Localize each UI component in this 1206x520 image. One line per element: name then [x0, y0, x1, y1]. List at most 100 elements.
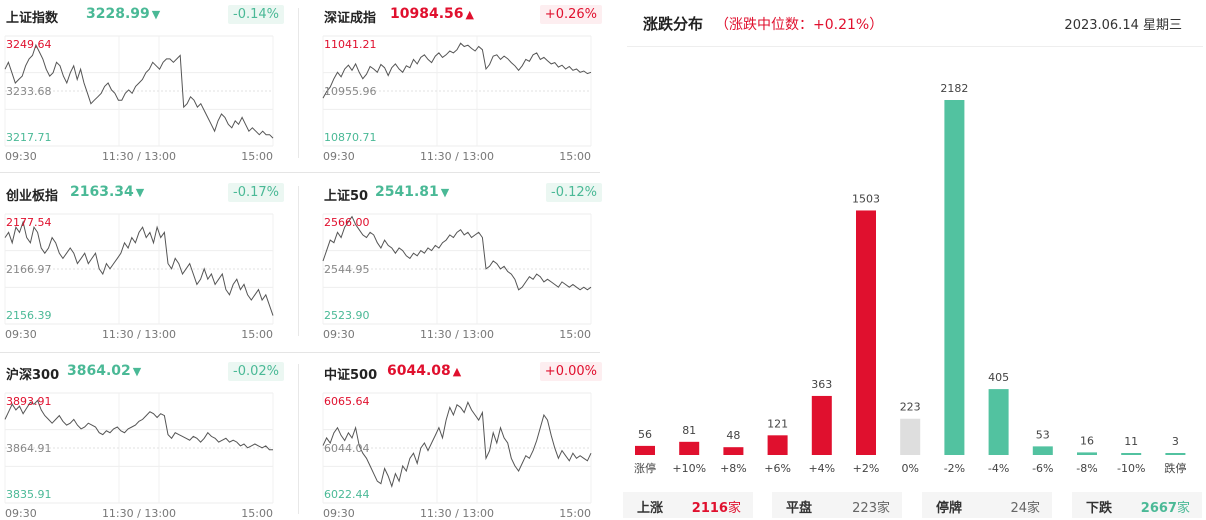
index-name: 深证成指 [324, 11, 377, 26]
y-label-mid: 6044.04 [324, 442, 370, 455]
bar-value-label: 223 [900, 401, 921, 414]
bar-category-label: 0% [901, 462, 918, 475]
y-label-bottom: 2523.90 [324, 309, 370, 322]
bar-category-label: -6% [1032, 462, 1053, 475]
x-label-noon: 11:30 / 13:00 [420, 150, 494, 163]
y-label-top: 2566.00 [324, 216, 370, 229]
y-label-top: 3249.64 [6, 38, 52, 51]
stat-suspended: 停牌 24家 [922, 492, 1052, 518]
distribution-median: （涨跌中位数：+0.21%） [715, 17, 884, 33]
x-label-noon: 11:30 / 13:00 [102, 328, 176, 341]
intraday-chart: 2566.00 2544.95 2523.90 09:30 11:30 / 13:00 1… [322, 213, 592, 341]
bar [1165, 453, 1186, 455]
bar [944, 100, 965, 455]
bar [811, 395, 832, 455]
x-label-open: 09:30 [5, 150, 37, 163]
bar [1077, 452, 1097, 455]
divider [627, 46, 1203, 47]
index-value: 3228.99 [86, 6, 150, 22]
distribution-bar-chart: 56 涨停 81 +10% 48 +8% 121 +6% 363 +4% 1503 +2% 223 0% 2… [634, 82, 1186, 475]
intraday-chart: 11041.21 10955.96 10870.71 09:30 11:30 / 13:… [322, 35, 592, 163]
index-value: 6044.08 [387, 363, 451, 379]
y-label-mid: 3864.91 [6, 442, 52, 455]
y-label-top: 11041.21 [324, 38, 377, 51]
y-label-top: 6065.64 [324, 395, 370, 408]
x-label-close: 15:00 [559, 328, 591, 341]
bar-value-label: 3 [1172, 435, 1179, 448]
intraday-chart: 2177.54 2166.97 2156.39 09:30 11:30 / 13:00 1… [4, 213, 274, 341]
x-label-noon: 11:30 / 13:00 [420, 328, 494, 341]
panel-header: 中证500 6044.08 ▲ +0.00% [318, 357, 608, 383]
index-change-pct: -0.17% [228, 183, 284, 202]
bar [723, 447, 744, 455]
intraday-chart: 3249.64 3233.68 3217.71 09:30 11:30 / 13:00 1… [4, 35, 274, 163]
index-change-pct: -0.02% [228, 362, 284, 381]
index-panel[interactable]: 中证500 6044.08 ▲ +0.00% 6065.64 6044.04 6022.44… [318, 357, 608, 520]
distribution-date: 2023.06.14 星期三 [1064, 18, 1182, 33]
stat-value-group: 2667家 [1141, 497, 1190, 516]
y-label-bottom: 6022.44 [324, 488, 370, 501]
intraday-chart: 3893.91 3864.91 3835.91 09:30 11:30 / 13:00 1… [4, 392, 274, 520]
stat-flat: 平盘 223家 [772, 492, 902, 518]
bar [856, 210, 876, 455]
index-name: 沪深300 [6, 368, 60, 383]
bar [900, 418, 921, 455]
stat-unit: 家 [876, 501, 890, 516]
bar-value-label: 11 [1124, 435, 1138, 448]
bar-category-label: +8% [720, 462, 747, 475]
index-panel[interactable]: 沪深300 3864.02 ▼ -0.02% 3893.91 3864.91 3835.91… [0, 357, 290, 520]
index-name: 上证50 [324, 189, 369, 204]
bar-category-label: -8% [1076, 462, 1097, 475]
x-label-open: 09:30 [323, 507, 355, 520]
panel-header: 上证指数 3228.99 ▼ -0.14% [0, 0, 290, 26]
stat-value: 223 [852, 501, 877, 516]
x-label-noon: 11:30 / 13:00 [102, 150, 176, 163]
y-label-mid: 10955.96 [324, 85, 377, 98]
price-line [322, 401, 592, 488]
index-change-pct: -0.14% [228, 5, 284, 24]
y-label-top: 3893.91 [6, 395, 52, 408]
triangle-down-icon: ▼ [132, 365, 142, 378]
stat-down: 下跌 2667家 [1072, 492, 1202, 518]
index-panel[interactable]: 深证成指 10984.56 ▲ +0.26% 11041.21 10955.96 10870… [318, 0, 608, 170]
stat-value-group: 2116家 [692, 497, 741, 516]
index-value-group: 2163.34 ▼ [70, 184, 144, 200]
triangle-down-icon: ▼ [440, 186, 450, 199]
bar-category-label: +10% [672, 462, 706, 475]
distribution-panel: 涨跌分布 （涨跌中位数：+0.21%） 2023.06.14 星期三 56 涨停 8… [615, 0, 1206, 520]
bar-value-label: 81 [682, 424, 696, 437]
index-change-pct: +0.00% [539, 362, 602, 381]
price-line [322, 215, 592, 291]
stat-up: 上涨 2116家 [623, 492, 753, 518]
x-label-close: 15:00 [559, 150, 591, 163]
price-line [322, 42, 592, 99]
bar-value-label: 2182 [940, 82, 968, 95]
index-panel[interactable]: 上证50 2541.81 ▼ -0.12% 2566.00 2544.95 2523.90 0… [318, 178, 608, 348]
stat-value-group: 223家 [852, 497, 890, 516]
intraday-chart: 6065.64 6044.04 6022.44 09:30 11:30 / 13:00 1… [322, 392, 592, 520]
stat-value: 24 [1010, 501, 1027, 516]
bar [1121, 453, 1142, 455]
index-name: 创业板指 [6, 189, 59, 204]
index-panel[interactable]: 上证指数 3228.99 ▼ -0.14% 3249.64 3233.68 3217.71 0… [0, 0, 290, 170]
bar [988, 389, 1009, 455]
index-value: 3864.02 [67, 363, 131, 379]
index-panels: 上证指数 3228.99 ▼ -0.14% 3249.64 3233.68 3217.71 0… [0, 0, 602, 520]
stat-value-group: 24家 [1010, 497, 1040, 516]
triangle-down-icon: ▼ [135, 186, 145, 199]
stat-label: 平盘 [786, 501, 813, 516]
x-label-close: 15:00 [559, 507, 591, 520]
y-label-top: 2177.54 [6, 216, 52, 229]
bar-value-label: 363 [811, 378, 832, 391]
index-value-group: 2541.81 ▼ [375, 184, 449, 200]
bar-category-label: -4% [988, 462, 1009, 475]
panel-header: 上证50 2541.81 ▼ -0.12% [318, 178, 608, 204]
stat-value: 2116 [691, 501, 728, 516]
bar-category-label: +2% [853, 462, 880, 475]
index-panel[interactable]: 创业板指 2163.34 ▼ -0.17% 2177.54 2166.97 2156.39 0… [0, 178, 290, 348]
bar-category-label: +6% [764, 462, 791, 475]
bar-category-label: 跌停 [1164, 461, 1186, 475]
x-label-open: 09:30 [323, 328, 355, 341]
index-value-group: 3864.02 ▼ [67, 363, 141, 379]
stat-unit: 家 [1176, 501, 1190, 516]
